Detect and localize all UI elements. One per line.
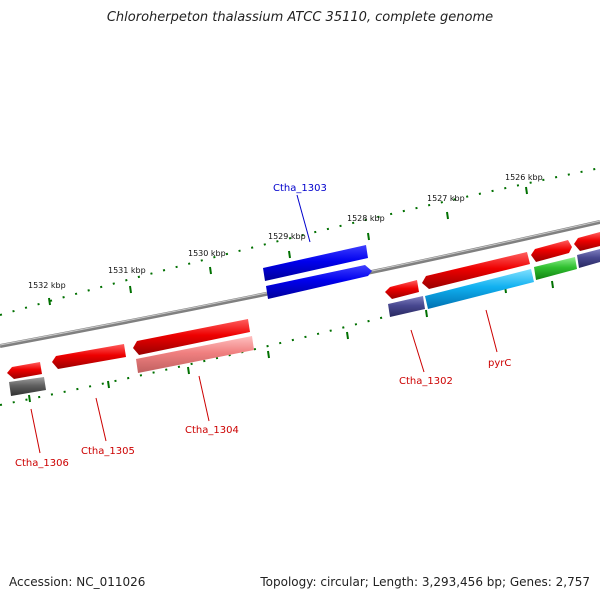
gene-feature-purple-2[interactable] <box>577 249 600 268</box>
gene-ctha1306-arrow[interactable] <box>7 362 42 379</box>
tick-label-1529: 1529 kbp <box>268 232 306 241</box>
leader-ctha1302 <box>410 329 425 373</box>
tick-label-1530: 1530 kbp <box>188 249 226 258</box>
accession-text: Accession: NC_011026 <box>9 575 146 589</box>
gene-feature-purple-1[interactable] <box>388 296 425 317</box>
gene-ctha1303-arrow[interactable] <box>263 245 368 281</box>
gene-label-ctha1303[interactable]: Ctha_1303 <box>273 183 327 194</box>
map-title: Chloroherpeton thalassium ATCC 35110, co… <box>106 10 494 25</box>
gene-ctha1304-arrow[interactable] <box>133 319 250 355</box>
gene-feature-right-2[interactable] <box>574 232 600 251</box>
tick-label-1527: 1527 kbp <box>427 194 465 203</box>
gene-ctha1304-rna[interactable] <box>136 336 254 373</box>
gene-label-ctha1304[interactable]: Ctha_1304 <box>185 425 239 436</box>
gene-label-ctha1302[interactable]: Ctha_1302 <box>399 376 453 387</box>
leader-pyrc <box>485 309 498 353</box>
tick-label-1528: 1528 kbp <box>347 214 385 223</box>
gene-feature-green[interactable] <box>534 257 577 280</box>
gene-feature-right-1[interactable] <box>531 240 572 262</box>
gene-feature-cyan[interactable] <box>425 269 534 309</box>
gene-ctha1306-gray[interactable] <box>9 377 46 396</box>
major-ticks-inner <box>28 280 554 403</box>
gene-ctha1303-arrow-2[interactable] <box>266 265 372 299</box>
gene-label-ctha1305[interactable]: Ctha_1305 <box>81 446 135 457</box>
tick-label-1531: 1531 kbp <box>108 266 146 275</box>
gene-pyrc-arrow[interactable] <box>422 252 530 289</box>
leader-ctha1303 <box>296 194 311 243</box>
leader-ctha1306 <box>30 408 41 454</box>
leader-ctha1305 <box>95 397 107 442</box>
tick-label-1526: 1526 kbp <box>505 173 543 182</box>
gene-ctha1305-arrow[interactable] <box>52 344 126 369</box>
gene-label-ctha1306[interactable]: Ctha_1306 <box>15 458 69 469</box>
major-ticks-outer <box>48 186 528 306</box>
gene-label-pyrc[interactable]: pyrC <box>488 358 511 369</box>
genome-summary-text: Topology: circular; Length: 3,293,456 bp… <box>260 575 590 589</box>
leader-ctha1304 <box>198 375 210 422</box>
tick-label-1532: 1532 kbp <box>28 281 66 290</box>
gene-ctha1302-arrow[interactable] <box>385 280 419 299</box>
